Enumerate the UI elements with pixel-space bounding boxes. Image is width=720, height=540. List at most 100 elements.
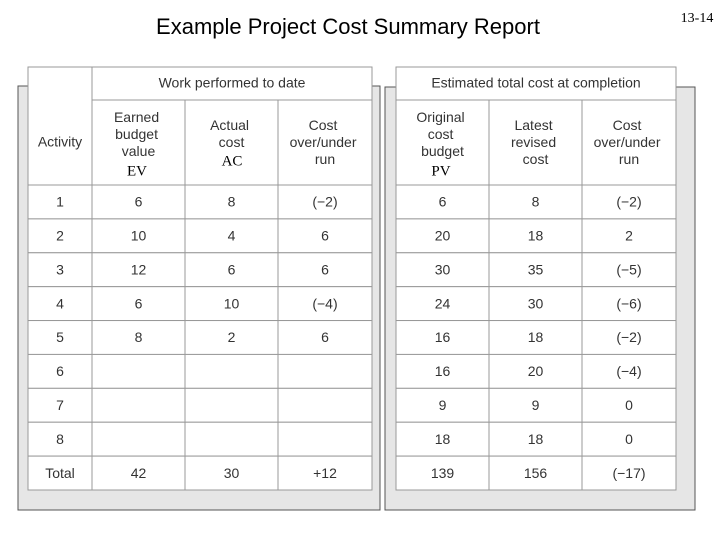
table-cell xyxy=(184,353,279,389)
table-value: 6 xyxy=(135,194,143,210)
table-value: 10 xyxy=(131,228,147,244)
table-value: 1 xyxy=(56,194,64,210)
table-cell xyxy=(395,353,490,389)
table-cell xyxy=(91,455,186,491)
group-header: Work performed to date xyxy=(159,75,306,91)
table-cell xyxy=(581,353,677,389)
table-value: 42 xyxy=(131,465,147,481)
table-value: 8 xyxy=(532,194,540,210)
table-value: (−4) xyxy=(312,295,337,311)
table-cell xyxy=(581,99,677,186)
table-cell xyxy=(581,252,677,288)
table-cell xyxy=(395,421,490,457)
table-value: 7 xyxy=(56,397,64,413)
table-value: 24 xyxy=(435,295,451,311)
table-cell xyxy=(91,184,186,220)
table-cell xyxy=(395,387,490,423)
table-value: +12 xyxy=(313,465,337,481)
column-header: Activity xyxy=(38,134,82,150)
table-value: 8 xyxy=(228,194,236,210)
table-cell xyxy=(581,387,677,423)
table-value: 6 xyxy=(321,261,329,277)
table-value: (−2) xyxy=(616,194,641,210)
table-value: 2 xyxy=(228,329,236,345)
table-cell xyxy=(27,421,93,457)
table-cell xyxy=(184,320,279,355)
table-cell xyxy=(488,286,583,322)
table-value: (−17) xyxy=(612,465,645,481)
table-value: (−2) xyxy=(616,329,641,345)
table-value: 20 xyxy=(528,363,544,379)
table-cell xyxy=(184,218,279,254)
table-cell xyxy=(277,99,373,186)
table-cell xyxy=(277,286,373,322)
column-header: Original cost budget xyxy=(416,109,468,159)
table-cell xyxy=(395,252,490,288)
table-value: 16 xyxy=(435,363,451,379)
column-header: Cost over/under run xyxy=(290,117,361,167)
table-value: 6 xyxy=(439,194,447,210)
table-value: 30 xyxy=(528,295,544,311)
overlay-box xyxy=(207,150,257,172)
table-value: 6 xyxy=(321,228,329,244)
table-cell xyxy=(395,320,490,355)
overlay-box xyxy=(418,160,464,182)
table-cell xyxy=(581,286,677,322)
table-cell xyxy=(27,66,93,186)
table-cell xyxy=(91,252,186,288)
table-cell xyxy=(91,320,186,355)
group-header: Estimated total cost at completion xyxy=(431,75,640,91)
table-cell xyxy=(488,320,583,355)
table-cell xyxy=(277,218,373,254)
table-value: 0 xyxy=(625,397,633,413)
overlay-box xyxy=(112,160,162,182)
table-cell xyxy=(488,387,583,423)
table-cell xyxy=(488,252,583,288)
table-cell xyxy=(395,218,490,254)
table-cell xyxy=(581,455,677,491)
cells: Work performed to date Activity Earned bud… xyxy=(27,66,677,491)
table-value: (−2) xyxy=(312,194,337,210)
table-cell xyxy=(277,184,373,220)
table-cell xyxy=(395,184,490,220)
table-value: 10 xyxy=(224,295,240,311)
table-cell xyxy=(184,387,279,423)
table-cell xyxy=(91,353,186,389)
table-value: (−5) xyxy=(616,261,641,277)
table-value: Total xyxy=(45,465,75,481)
table-value: 4 xyxy=(228,228,236,244)
table-value: 6 xyxy=(56,363,64,379)
table-value: 20 xyxy=(435,228,451,244)
table-value: (−4) xyxy=(616,363,641,379)
table-cell xyxy=(277,387,373,423)
table-cell xyxy=(27,353,93,389)
overlay-label: PV xyxy=(431,163,450,179)
column-header: Latest revised cost xyxy=(511,117,560,167)
table-value: 3 xyxy=(56,261,64,277)
table-value: 18 xyxy=(528,431,544,447)
table-value: (−6) xyxy=(616,295,641,311)
slide-title: Example Project Cost Summary Report xyxy=(156,14,540,39)
table-cell xyxy=(27,320,93,355)
column-header: Earned budget value xyxy=(114,109,163,159)
table-value: 4 xyxy=(56,295,64,311)
table-cell xyxy=(27,455,93,491)
table-cell xyxy=(581,421,677,457)
table-cell xyxy=(184,286,279,322)
table-cell xyxy=(277,421,373,457)
table-cell xyxy=(27,252,93,288)
overlay-label: AC xyxy=(222,153,243,169)
table-value: 16 xyxy=(435,329,451,345)
table-cell xyxy=(277,353,373,389)
table-value: 35 xyxy=(528,261,544,277)
column-header: Cost over/under run xyxy=(594,117,665,167)
column-header: Actual cost xyxy=(210,117,253,150)
table-cell xyxy=(581,218,677,254)
table-cell xyxy=(277,455,373,491)
table-value: 6 xyxy=(228,261,236,277)
table-cell xyxy=(91,421,186,457)
table-value: 9 xyxy=(439,397,447,413)
table-value: 18 xyxy=(528,228,544,244)
table-cell xyxy=(184,421,279,457)
